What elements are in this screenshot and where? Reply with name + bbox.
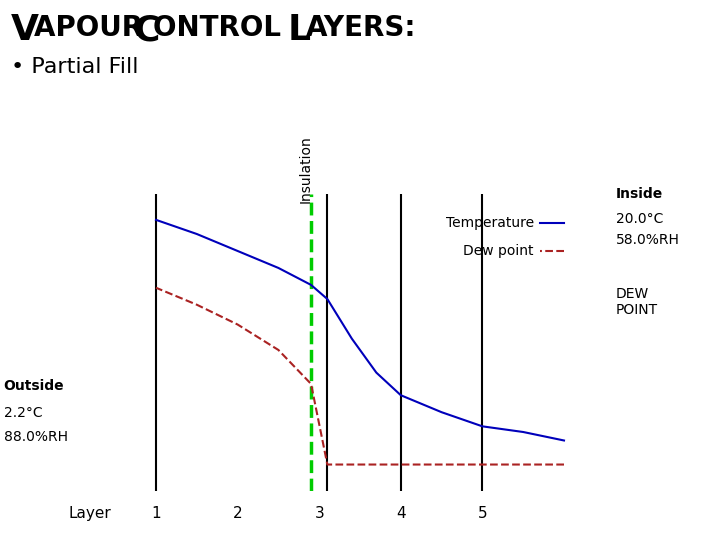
Text: 1: 1 [151,505,161,521]
Text: APOUR: APOUR [34,14,153,42]
Text: AYERS:: AYERS: [306,14,416,42]
Text: Inside: Inside [616,187,663,201]
Text: 2: 2 [233,505,243,521]
Text: ONTROL: ONTROL [153,14,291,42]
Text: 3: 3 [315,505,324,521]
Text: 4: 4 [396,505,405,521]
Text: Insulation: Insulation [298,135,312,203]
Text: • Partial Fill: • Partial Fill [11,57,138,77]
Text: DEW
POINT: DEW POINT [616,287,658,318]
Text: Temperature: Temperature [446,215,534,230]
Text: Layer: Layer [68,505,111,521]
Text: 88.0%RH: 88.0%RH [4,430,68,444]
Text: 20.0°C: 20.0°C [616,212,663,226]
Text: L: L [288,14,311,48]
Text: Outside: Outside [4,379,64,393]
Text: 58.0%RH: 58.0%RH [616,233,680,247]
Text: C: C [133,14,160,48]
Text: Dew point: Dew point [463,244,534,258]
Text: 5: 5 [477,505,487,521]
Text: 2.2°C: 2.2°C [4,406,42,420]
Text: V: V [11,14,39,48]
